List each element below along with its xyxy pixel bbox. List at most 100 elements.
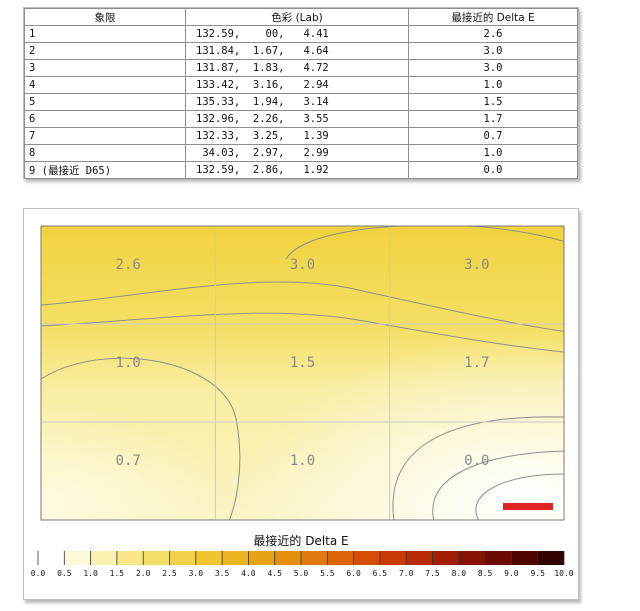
uniformity-table-card: 象限 色彩 (Lab) 最接近的 Delta E 1 132.59, 00, 4.…	[23, 7, 579, 179]
cell-delta-e: 0.7	[408, 127, 578, 145]
colorbar-segment	[38, 551, 65, 565]
heatmap-chart-card: 2.6 3.0 3.0 1.0 1.5 1.7 0.7 1.0 0.0 最接近的 Delta E…	[23, 208, 579, 600]
plot-frame	[40, 225, 565, 521]
colorbar-segment	[90, 551, 117, 565]
contour-line	[41, 312, 564, 353]
cell-quadrant: 6	[24, 110, 186, 128]
colorbar-segment	[406, 551, 433, 565]
cell-delta-e: 0.0	[408, 161, 578, 179]
contour-line	[41, 357, 241, 520]
cell-delta-e: 1.0	[408, 144, 578, 162]
cell-lab: 131.87, 1.83, 4.72	[185, 59, 409, 77]
contour-line	[392, 416, 564, 520]
cell-delta-e: 2.6	[408, 25, 578, 43]
colorbar-tick-label: 4.5	[267, 569, 282, 578]
colorbar-tick-label: 7.0	[399, 569, 414, 578]
colorbar-tick-label: 1.5	[110, 569, 125, 578]
grid-lines	[41, 226, 564, 520]
cell-value-label: 3.0	[290, 257, 315, 273]
col-header-quadrant: 象限	[24, 8, 186, 26]
cell-quadrant: 5	[24, 93, 186, 111]
colorbar-tick-label: 5.0	[294, 569, 309, 578]
colorbar	[37, 551, 565, 565]
colorbar-tick-label: 7.5	[425, 569, 440, 578]
table-row: 8 34.03, 2.97, 2.99 1.0	[24, 144, 578, 162]
cell-delta-e: 1.5	[408, 93, 578, 111]
cell-lab: 132.59, 2.86, 1.92	[185, 161, 409, 179]
colorbar-tick-label: 6.5	[373, 569, 388, 578]
col-header-lab: 色彩 (Lab)	[185, 8, 409, 26]
cell-lab: 131.84, 1.67, 4.64	[185, 42, 409, 60]
cell-lab: 135.33, 1.94, 3.14	[185, 93, 409, 111]
colorbar-segment	[116, 551, 144, 565]
cell-value-label: 0.7	[116, 453, 141, 469]
cell-quadrant: 1	[24, 25, 186, 43]
cell-quadrant: 2	[24, 42, 186, 60]
red-reference-marker	[503, 503, 553, 510]
table-row: 6 132.96, 2.26, 3.55 1.7	[24, 110, 578, 128]
contour-line	[285, 226, 564, 260]
heatmap-light-region-right	[41, 226, 564, 520]
colorbar-segment	[353, 551, 380, 565]
colorbar-tick-label: 1.0	[83, 569, 98, 578]
cell-delta-e: 1.7	[408, 110, 578, 128]
colorbar-tick-label: 0.0	[31, 569, 46, 578]
colorbar-segment	[327, 551, 354, 565]
colorbar-segment	[485, 551, 512, 565]
contour-lines	[41, 226, 564, 520]
cell-quadrant: 8	[24, 144, 186, 162]
colorbar-tick-labels: 0.0 0.5 1.0 1.5 2.0 2.5 3.0 3.5 4.0 4.5 5.0 5.5 6.0 6…	[31, 569, 574, 578]
heatmap-field	[41, 226, 564, 520]
cell-value-labels: 2.6 3.0 3.0 1.0 1.5 1.7 0.7 1.0 0.0	[116, 257, 490, 469]
colorbar-tick-label: 9.0	[504, 569, 519, 578]
colorbar-segment	[274, 551, 301, 565]
cell-value-label: 2.6	[116, 257, 141, 273]
table-header-row: 象限 色彩 (Lab) 最接近的 Delta E	[24, 8, 578, 26]
colorbar-tick-label: 8.5	[478, 569, 493, 578]
table-row: 1 132.59, 00, 4.41 2.6	[24, 25, 578, 43]
contour-line	[432, 450, 564, 520]
table-row: 7 132.33, 3.25, 1.39 0.7	[24, 127, 578, 145]
cell-lab: 132.33, 3.25, 1.39	[185, 127, 409, 145]
cell-quadrant: 7	[24, 127, 186, 145]
table-row: 9 (最接近 D65) 132.59, 2.86, 1.92 0.0	[24, 161, 578, 179]
colorbar-segment	[379, 551, 407, 565]
colorbar-segment	[432, 551, 459, 565]
colorbar-tick-label: 8.0	[452, 569, 467, 578]
cell-delta-e: 3.0	[408, 42, 578, 60]
colorbar-segment	[195, 551, 223, 565]
cell-delta-e: 3.0	[408, 59, 578, 77]
table-row: 5 135.33, 1.94, 3.14 1.5	[24, 93, 578, 111]
colorbar-tick-label: 4.0	[241, 569, 256, 578]
colorbar-tick-label: 10.0	[554, 569, 573, 578]
colorbar-tick-label: 3.0	[189, 569, 204, 578]
cell-quadrant: 3	[24, 59, 186, 77]
cell-lab: 133.42, 3.16, 2.94	[185, 76, 409, 94]
cell-value-label: 1.0	[290, 453, 315, 469]
table-row: 4 133.42, 3.16, 2.94 1.0	[24, 76, 578, 94]
colorbar-segment	[143, 551, 170, 565]
colorbar-segment	[511, 551, 538, 565]
cell-value-label: 1.5	[290, 355, 315, 371]
colorbar-tick-label: 5.5	[320, 569, 335, 578]
colorbar-segment	[458, 551, 486, 565]
colorbar-tick-label: 2.0	[136, 569, 151, 578]
contour-line	[475, 473, 564, 520]
heatmap-chart: 2.6 3.0 3.0 1.0 1.5 1.7 0.7 1.0 0.0 最接近的 Delta E…	[31, 225, 574, 578]
colorbar-segment	[64, 551, 91, 565]
cell-value-label: 1.0	[116, 355, 141, 371]
colorbar-segment	[537, 551, 564, 565]
cell-quadrant: 9 (最接近 D65)	[24, 161, 186, 179]
colorbar-segment	[169, 551, 196, 565]
colorbar-tick-label: 0.5	[57, 569, 72, 578]
colorbar-tick-label: 3.5	[215, 569, 230, 578]
cell-value-label: 1.7	[464, 355, 489, 371]
table-row: 2 131.84, 1.67, 4.64 3.0	[24, 42, 578, 60]
col-header-delta-e: 最接近的 Delta E	[408, 8, 578, 26]
colorbar-segment	[301, 551, 328, 565]
cell-value-label: 3.0	[464, 257, 489, 273]
cell-lab: 132.59, 00, 4.41	[185, 25, 409, 43]
cell-quadrant: 4	[24, 76, 186, 94]
colorbar-tick-label: 6.0	[346, 569, 361, 578]
cell-lab: 132.96, 2.26, 3.55	[185, 110, 409, 128]
